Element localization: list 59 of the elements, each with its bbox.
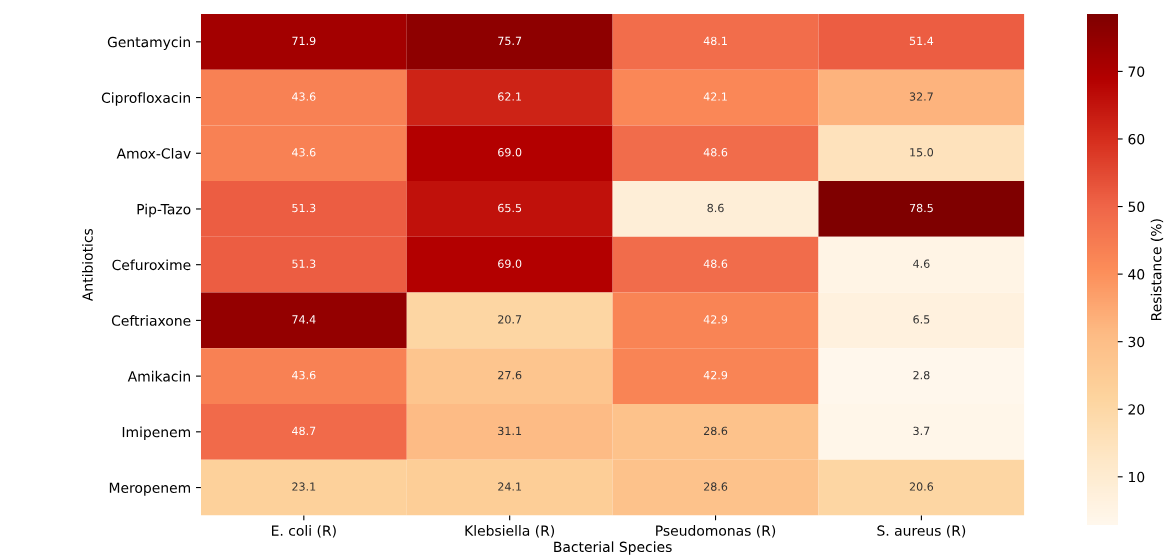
color-bar-label: 20 [1128, 404, 1145, 415]
color-bar-label: 70 [1128, 66, 1145, 77]
data-label: 42.9 [703, 370, 728, 380]
data-label: 48.1 [703, 36, 727, 46]
data-label: 3.7 [913, 426, 930, 436]
data-label: 24.1 [498, 482, 522, 491]
data-label: 43.6 [292, 92, 316, 101]
color-bar-label: 30 [1128, 336, 1145, 348]
data-label: 69.0 [498, 148, 522, 157]
x-axis-title: Bacterial Species [554, 541, 672, 555]
data-label: 31.1 [498, 426, 522, 436]
y-tick-label: Imipenem [122, 426, 190, 440]
data-label: 71.9 [292, 36, 316, 46]
color-bar-title: Resistance (%) [1150, 219, 1164, 320]
y-tick-label: Gentamycin [107, 36, 190, 50]
y-tick-label: Amox-Clav [116, 147, 191, 159]
y-tick-label: Meropenem [109, 482, 190, 496]
data-label: 75.7 [498, 36, 522, 46]
color-bar-label: 10 [1129, 471, 1145, 483]
data-label: 32.7 [909, 92, 933, 101]
data-label: 69.0 [498, 259, 522, 268]
data-label: 15.0 [910, 148, 934, 157]
data-label: 48.6 [703, 148, 728, 157]
data-label: 6.5 [913, 315, 930, 324]
color-bar-label: 50 [1128, 201, 1145, 213]
data-label: 28.6 [703, 482, 728, 491]
x-tick-label: S. aureus (R) [877, 525, 966, 538]
data-label: 20.7 [498, 315, 522, 324]
y-tick-label: Ciprofloxacin [101, 92, 190, 106]
data-label: 65.5 [498, 203, 522, 213]
y-tick-label: Ceftriaxone [111, 315, 191, 326]
y-tick-label: Cefuroxime [112, 259, 191, 271]
color-bar-label: 40 [1128, 269, 1145, 280]
data-label: 2.8 [913, 370, 930, 380]
x-tick-label: E. coli (R) [272, 525, 336, 538]
data-label: 8.6 [707, 203, 724, 213]
x-tick-label: Klebsiella (R) [465, 525, 555, 538]
data-label: 20.6 [909, 482, 934, 491]
data-label: 43.6 [292, 370, 316, 380]
y-tick-label: Pip-Tazo [137, 203, 191, 218]
x-tick-label: Pseudomonas (R) [656, 525, 776, 538]
data-label: 51.3 [292, 203, 316, 213]
data-label: 42.1 [703, 92, 727, 101]
data-label: 62.1 [498, 92, 522, 101]
data-label: 4.6 [913, 259, 930, 268]
data-label: 74.4 [292, 315, 316, 324]
data-label: 51.4 [909, 36, 934, 46]
y-axis-title: Antibiotics [82, 228, 93, 302]
data-label: 78.5 [909, 203, 933, 213]
data-label: 28.6 [703, 426, 728, 436]
data-label: 42.9 [703, 315, 728, 324]
data-label: 48.6 [703, 259, 728, 268]
data-label: 51.3 [292, 259, 316, 268]
data-label: 43.6 [292, 148, 316, 157]
data-label: 23.1 [292, 482, 316, 491]
data-label: 27.6 [498, 370, 522, 380]
data-label: 48.7 [292, 426, 316, 436]
y-tick-label: Amikacin [127, 370, 190, 382]
color-bar-label: 60 [1128, 133, 1145, 145]
